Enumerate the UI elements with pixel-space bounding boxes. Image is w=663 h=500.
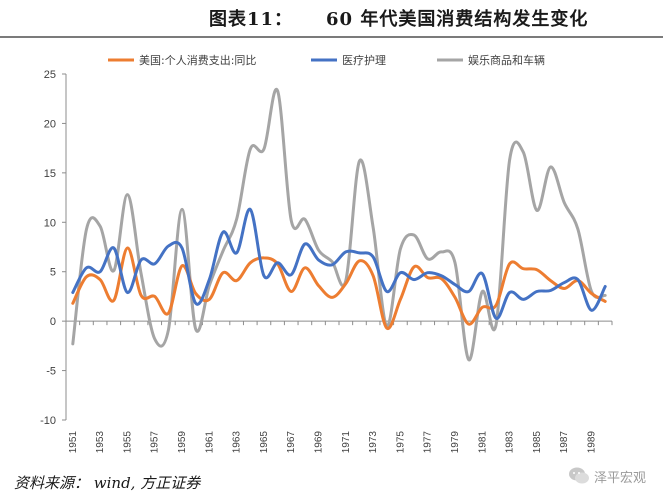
y-tick-label: 5	[50, 267, 56, 279]
line-chart: -10 -5 0 5 10 15 20 25 1951 1953 1955 1957 1959 1961 1…	[40, 53, 613, 454]
x-tick-label: 1969	[314, 431, 325, 454]
x-tick-label: 1967	[286, 431, 297, 454]
x-tick-label: 1975	[395, 431, 406, 454]
x-tick-label: 1959	[177, 431, 188, 454]
x-tick-label: 1955	[122, 431, 133, 454]
chart-legend: 美国:个人消费支出:同比 医疗护理 娱乐商品和车辆	[108, 53, 545, 67]
y-tick-label: 10	[44, 217, 56, 229]
watermark-text: 泽平宏观	[594, 471, 647, 486]
source-note: 资料来源： wind, 方正证券	[14, 474, 201, 492]
x-tick-label: 1957	[150, 431, 161, 454]
series-line-2	[71, 207, 607, 320]
watermark: 泽平宏观	[566, 464, 658, 490]
chart-series-lines	[71, 87, 607, 362]
x-tick-label: 1951	[68, 431, 79, 454]
y-tick-label: -10	[40, 415, 56, 427]
x-tick-label: 1971	[341, 431, 352, 454]
x-tick-label: 1961	[204, 431, 215, 454]
legend-label-3: 娱乐商品和车辆	[468, 53, 545, 67]
wechat-icon	[569, 467, 589, 484]
legend-label-2: 医疗护理	[342, 53, 386, 67]
y-tick-label: 15	[44, 168, 56, 180]
chart-axes: -10 -5 0 5 10 15 20 25 1951 1953 1955 1957 1959 1961 1…	[40, 69, 613, 454]
figure-header: 图表11： 60 年代美国消费结构发生变化	[0, 0, 663, 36]
title-divider	[0, 36, 663, 38]
x-tick-label: 1985	[532, 431, 543, 454]
series-line-3	[71, 87, 607, 362]
x-tick-label: 1979	[450, 431, 461, 454]
y-tick-label: 0	[50, 316, 56, 328]
x-tick-label: 1973	[368, 431, 379, 454]
x-tick-label: 1953	[95, 431, 106, 454]
y-tick-label: 20	[44, 118, 56, 130]
y-tick-label: -5	[46, 366, 56, 378]
x-tick-label: 1965	[259, 431, 270, 454]
legend-label-1: 美国:个人消费支出:同比	[139, 53, 256, 67]
x-tick-label: 1989	[587, 431, 598, 454]
x-tick-label: 1977	[423, 431, 434, 454]
series-line-1	[71, 246, 607, 330]
figure-title: 60 年代美国消费结构发生变化	[326, 9, 589, 30]
y-tick-label: 25	[44, 69, 56, 81]
x-tick-label: 1987	[559, 431, 570, 454]
x-tick-label: 1983	[505, 431, 516, 454]
x-tick-label: 1981	[477, 431, 488, 454]
x-tick-label: 1963	[232, 431, 243, 454]
figure-label: 图表11：	[209, 9, 294, 30]
